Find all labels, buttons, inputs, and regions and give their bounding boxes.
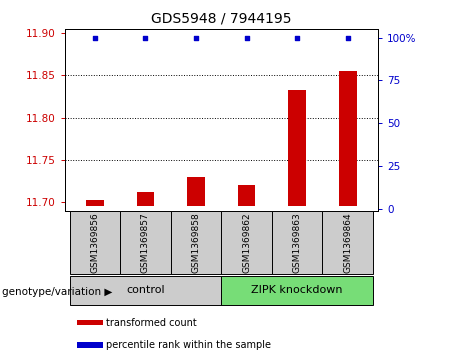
Point: [142, 36, 149, 41]
Bar: [171, 211, 221, 274]
Point: [91, 36, 99, 41]
Bar: [86, 200, 104, 206]
Bar: [221, 276, 373, 305]
Text: GSM1369856: GSM1369856: [90, 212, 100, 273]
Bar: [288, 90, 306, 206]
Point: [344, 36, 351, 41]
Bar: [238, 185, 255, 206]
Bar: [120, 211, 171, 274]
Text: percentile rank within the sample: percentile rank within the sample: [106, 340, 271, 350]
Bar: [339, 71, 356, 206]
Bar: [272, 211, 322, 274]
Bar: [221, 211, 272, 274]
Point: [192, 36, 200, 41]
Point: [294, 36, 301, 41]
Bar: [70, 211, 120, 274]
Bar: [136, 192, 154, 206]
Text: GSM1369863: GSM1369863: [293, 212, 301, 273]
Bar: [70, 276, 221, 305]
Title: GDS5948 / 7944195: GDS5948 / 7944195: [151, 11, 291, 25]
Text: GSM1369857: GSM1369857: [141, 212, 150, 273]
Text: genotype/variation ▶: genotype/variation ▶: [2, 287, 112, 297]
Text: ZIPK knockdown: ZIPK knockdown: [251, 285, 343, 295]
Bar: [187, 177, 205, 206]
Point: [243, 36, 250, 41]
Bar: [322, 211, 373, 274]
Text: GSM1369864: GSM1369864: [343, 212, 352, 273]
Text: GSM1369862: GSM1369862: [242, 212, 251, 273]
Text: transformed count: transformed count: [106, 318, 196, 327]
Bar: [77, 342, 103, 348]
Bar: [77, 320, 103, 325]
Text: control: control: [126, 285, 165, 295]
Text: GSM1369858: GSM1369858: [191, 212, 201, 273]
